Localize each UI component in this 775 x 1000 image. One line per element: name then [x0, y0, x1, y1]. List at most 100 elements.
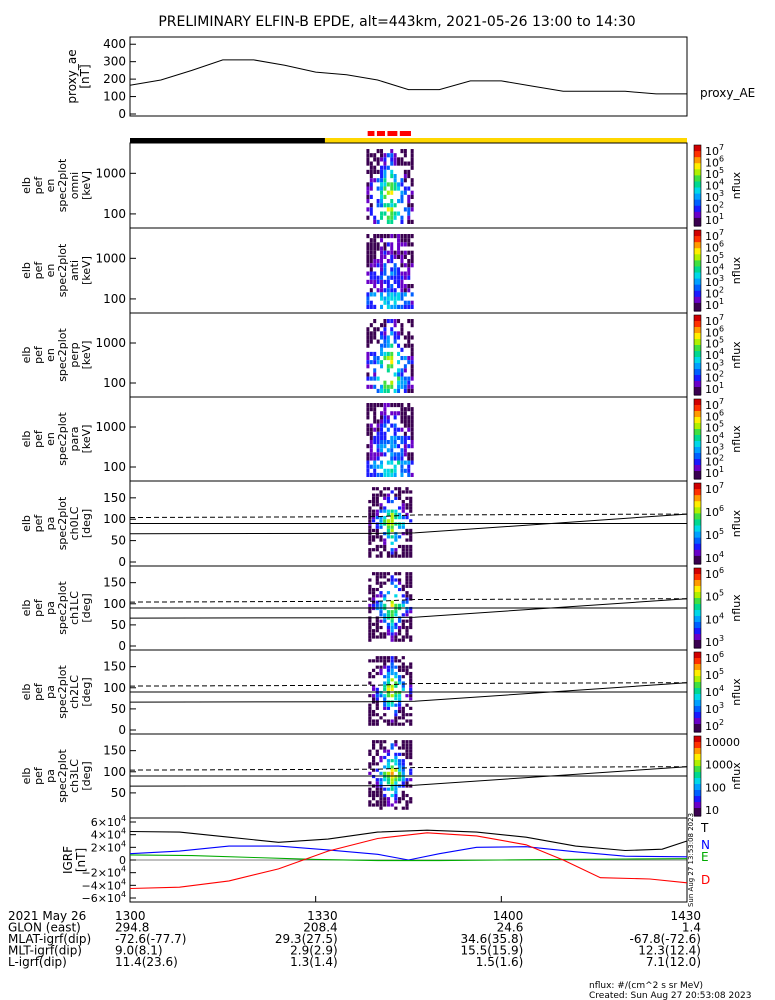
- heatmap-cell: [369, 472, 373, 477]
- heatmap-cell: [366, 279, 370, 284]
- colorbar-cell: [694, 391, 701, 394]
- heatmap-cell: [375, 603, 379, 607]
- heatmap-cell: [373, 304, 377, 309]
- colorbar-cell: [694, 323, 701, 326]
- colorbar-tick-label: 102: [705, 201, 724, 216]
- heatmap-cell: [397, 246, 401, 251]
- colorbar-cell: [694, 403, 701, 406]
- heatmap-cell: [371, 709, 376, 714]
- heatmap-cell: [386, 242, 390, 247]
- colorbar-cell: [694, 357, 701, 360]
- heatmap-cell: [375, 703, 379, 707]
- heatmap-cell: [405, 600, 409, 604]
- colorbar-cell: [694, 183, 701, 187]
- heatmap-cell: [405, 743, 409, 747]
- heatmap-cell: [405, 610, 409, 614]
- heatmap-cell: [397, 250, 401, 255]
- heatmap-cell: [371, 496, 376, 500]
- axis-label: [keV]: [80, 256, 93, 285]
- heatmap-cell: [409, 532, 413, 536]
- heatmap-cell: [397, 368, 401, 373]
- colorbar-cell: [694, 319, 701, 322]
- heatmap-cell: [397, 771, 402, 775]
- heatmap-cell: [369, 339, 373, 344]
- heatmap-cell: [390, 629, 394, 633]
- heatmap-cell: [383, 803, 387, 807]
- heatmap-cell: [407, 174, 411, 179]
- colorbar-cell: [694, 409, 701, 412]
- heatmap-cell: [383, 778, 387, 782]
- heatmap-cell: [369, 331, 373, 336]
- heatmap-cell: [366, 234, 370, 239]
- line-dashed-lc: [129, 766, 688, 771]
- colorbar-cell: [694, 260, 701, 263]
- heatmap-cell: [394, 793, 398, 798]
- colorbar-cell: [694, 195, 701, 199]
- colorbar-cell: [694, 742, 701, 745]
- heatmap-cell: [375, 752, 379, 756]
- heatmap-cell: [400, 448, 404, 453]
- heatmap-cell: [366, 182, 370, 187]
- heatmap-cell: [390, 603, 394, 607]
- heatmap-cell: [403, 161, 407, 166]
- heatmap-cell: [403, 376, 407, 381]
- heatmap-cell: [400, 263, 404, 268]
- heatmap-cell: [394, 743, 398, 747]
- colorbar-cell: [694, 724, 701, 727]
- heatmap-cell: [368, 606, 372, 611]
- colorbar-tick-label: 105: [705, 667, 724, 682]
- heatmap-cell: [401, 665, 405, 669]
- heatmap-cell: [383, 407, 387, 412]
- colorbar-tick-label: 106: [705, 566, 724, 581]
- heatmap-cell: [397, 186, 401, 191]
- heatmap-cell: [401, 490, 405, 494]
- heatmap-cell: [375, 671, 379, 676]
- heatmap-cell: [405, 548, 409, 552]
- heatmap-cell: [375, 768, 379, 772]
- colorbar-cell: [694, 471, 701, 474]
- colorbar-cell: [694, 431, 701, 434]
- axis-label: en: [44, 432, 57, 446]
- axis-label: [deg]: [80, 593, 93, 622]
- xtick-label: 1400: [493, 909, 524, 923]
- heatmap-cell: [400, 356, 404, 361]
- heatmap-cell: [380, 472, 384, 477]
- ytick-label: −4×104: [82, 877, 126, 892]
- colorbar-cell: [694, 306, 701, 310]
- heatmap-cell: [376, 246, 380, 251]
- heatmap-cell: [386, 684, 391, 688]
- heatmap-cell: [386, 800, 391, 804]
- heatmap-cell: [375, 594, 379, 598]
- heatmap-cell: [403, 190, 407, 195]
- heatmap-cell: [401, 793, 405, 798]
- heatmap-cell: [369, 263, 373, 268]
- xaxis-row-label: L-igrf(dip): [8, 955, 67, 969]
- heatmap-cell: [366, 296, 370, 301]
- heatmap-cell: [386, 578, 391, 582]
- heatmap-cell: [366, 331, 370, 336]
- heatmap-cell: [366, 423, 370, 428]
- colorbar-cell: [694, 782, 701, 785]
- colorbar-cell: [694, 764, 701, 767]
- heatmap-cell: [409, 684, 413, 688]
- heatmap-cell: [403, 415, 407, 420]
- heatmap-cell: [368, 762, 372, 766]
- heatmap-cell: [394, 768, 398, 772]
- heatmap-cell: [383, 267, 387, 272]
- heatmap-cell: [383, 242, 387, 247]
- heatmap-cell: [400, 419, 404, 424]
- colorbar-cell: [694, 728, 701, 731]
- colorbar-cell: [694, 778, 701, 781]
- heatmap-cell: [390, 211, 394, 216]
- heatmap-cell: [410, 347, 414, 352]
- status-bar-red: [367, 131, 375, 136]
- heatmap-cell: [390, 694, 394, 698]
- ytick-label: 4×104: [91, 827, 126, 842]
- colorbar-cell: [694, 304, 701, 308]
- colorbar-cell: [694, 768, 701, 771]
- colorbar-cell: [694, 373, 701, 376]
- heatmap-cell: [390, 242, 394, 247]
- heatmap-cell: [400, 199, 404, 204]
- heatmap-cell: [390, 638, 394, 642]
- heatmap-cell: [410, 423, 414, 428]
